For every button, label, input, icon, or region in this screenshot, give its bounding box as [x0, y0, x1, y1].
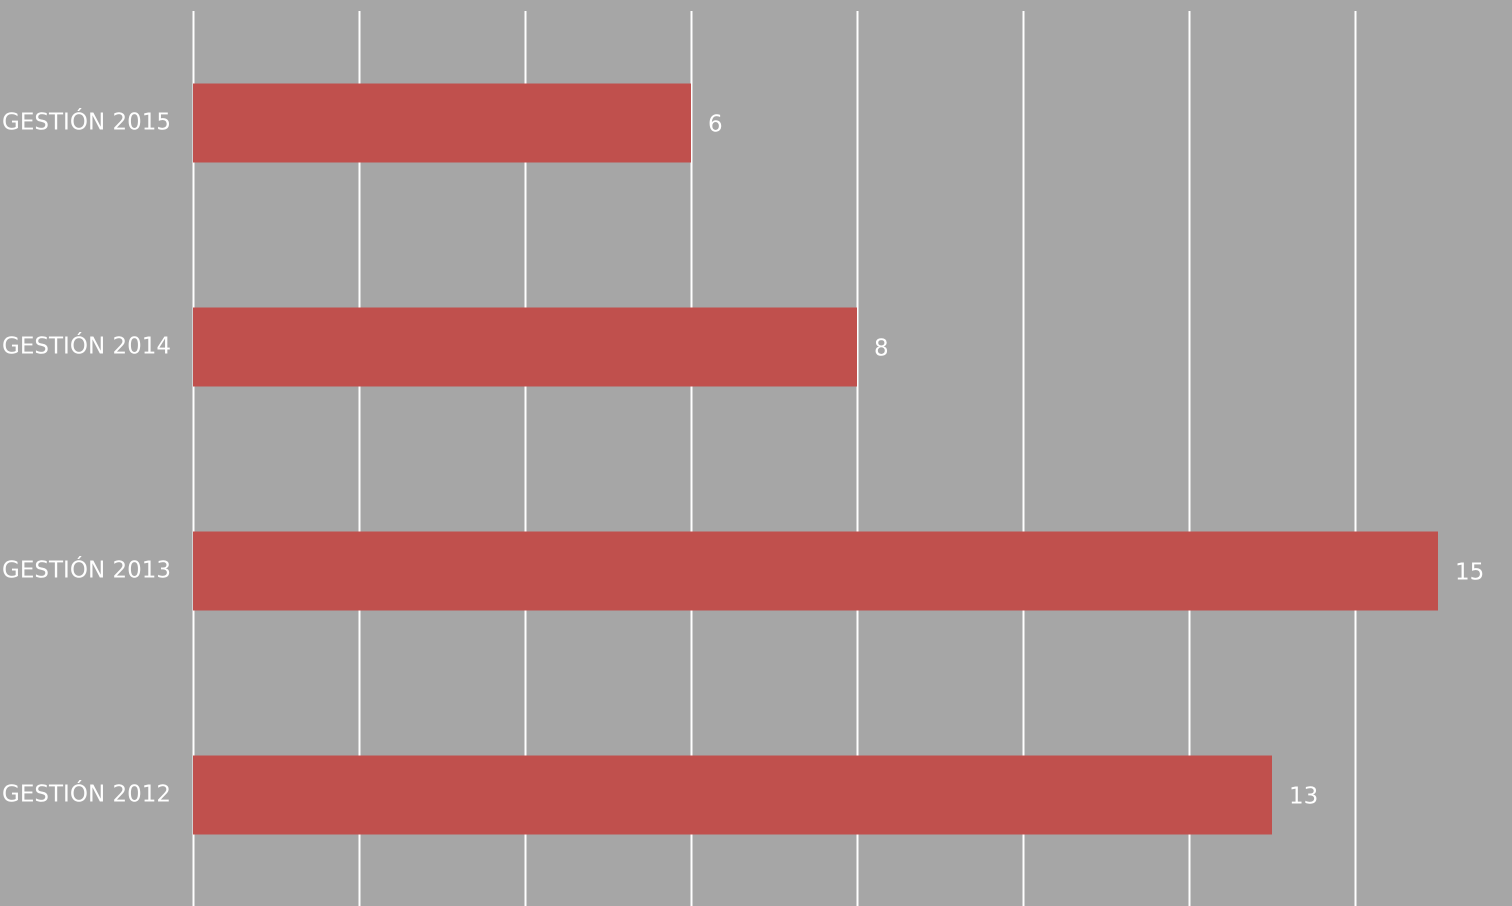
category-labels: GESTIÓN 2015 GESTIÓN 2014 GESTIÓN 2013 GEST…	[2, 108, 171, 808]
bar-1	[193, 83, 691, 163]
bars	[193, 83, 1438, 835]
bar-4	[193, 755, 1272, 835]
bar-3	[193, 531, 1438, 611]
data-label: 13	[1289, 784, 1318, 810]
category-label: GESTIÓN 2015	[2, 108, 171, 136]
data-label: 15	[1455, 560, 1484, 586]
category-label: GESTIÓN 2012	[2, 780, 171, 808]
category-label: GESTIÓN 2013	[2, 556, 171, 584]
category-label: GESTIÓN 2014	[2, 332, 171, 360]
data-label: 6	[708, 112, 723, 138]
bar-2	[193, 307, 857, 387]
data-labels: 6 8 15 13	[708, 112, 1484, 810]
data-label: 8	[874, 336, 889, 362]
